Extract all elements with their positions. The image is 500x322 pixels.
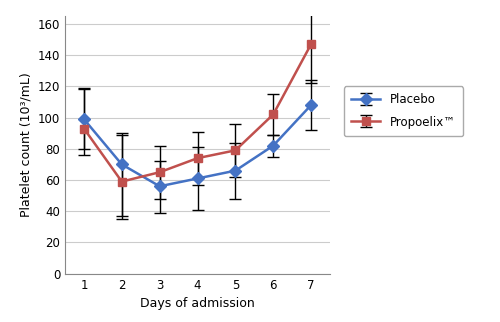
X-axis label: Days of admission: Days of admission	[140, 297, 255, 310]
Y-axis label: Platelet count (10³/mL): Platelet count (10³/mL)	[19, 72, 32, 217]
Legend: Placebo, Propoelix™: Placebo, Propoelix™	[344, 86, 463, 136]
